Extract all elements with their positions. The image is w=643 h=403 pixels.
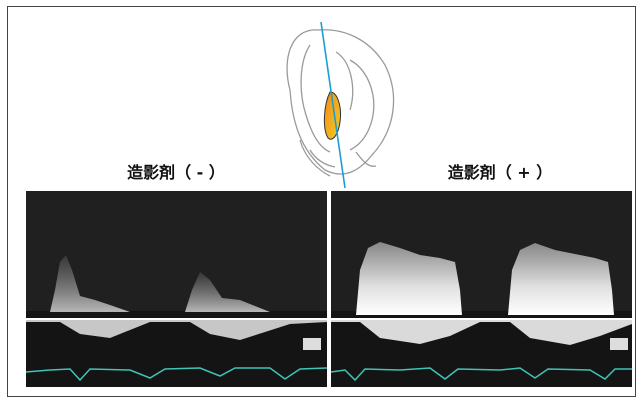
page: 造影剤（ - ） 造影剤（ + ） (() => { const data = … — [0, 0, 643, 403]
doppler-right — [331, 191, 632, 387]
scale-marker — [610, 338, 628, 350]
label-left: 造影剤（ - ） — [127, 163, 225, 182]
label-right: 造影剤（ + ） — [448, 163, 553, 182]
doppler-left — [26, 191, 327, 387]
figure: 造影剤（ - ） 造影剤（ + ） — [0, 0, 643, 403]
scale-marker — [303, 338, 321, 350]
